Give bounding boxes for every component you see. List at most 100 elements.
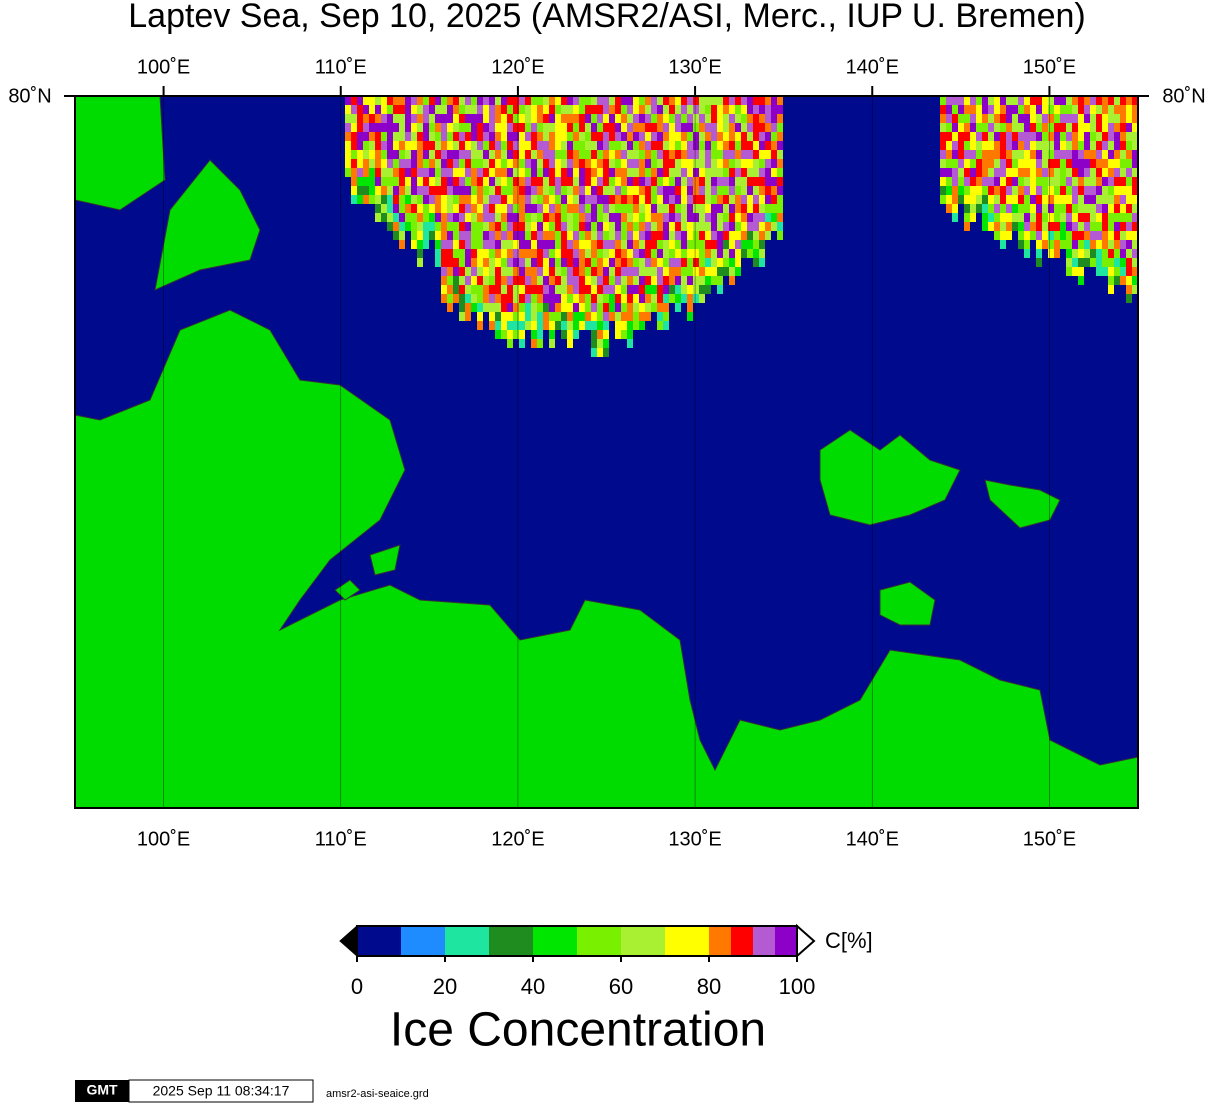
ice-cell xyxy=(976,150,982,159)
ice-cell xyxy=(555,123,561,132)
ice-cell xyxy=(549,294,555,303)
ice-cell xyxy=(477,195,483,204)
ice-cell xyxy=(723,168,729,177)
ice-cell xyxy=(615,96,621,105)
ice-cell xyxy=(952,105,958,114)
ice-cell xyxy=(561,114,567,123)
ice-cell xyxy=(1036,249,1042,258)
ice-cell xyxy=(615,105,621,114)
ice-cell xyxy=(1042,123,1048,132)
ice-cell xyxy=(1042,114,1048,123)
ice-cell xyxy=(405,222,411,231)
ice-cell xyxy=(555,150,561,159)
ice-cell xyxy=(495,96,501,105)
ice-cell xyxy=(777,177,783,186)
ice-cell xyxy=(1030,168,1036,177)
ice-cell xyxy=(1036,240,1042,249)
ice-cell xyxy=(393,132,399,141)
ice-cell xyxy=(1030,186,1036,195)
ice-cell xyxy=(759,186,765,195)
ice-cell xyxy=(363,132,369,141)
ice-cell xyxy=(663,285,669,294)
ice-cell xyxy=(369,132,375,141)
ice-cell xyxy=(1084,96,1090,105)
ice-cell xyxy=(489,294,495,303)
ice-cell xyxy=(1060,213,1066,222)
ice-cell xyxy=(1108,267,1114,276)
ice-cell xyxy=(1090,132,1096,141)
ice-cell xyxy=(994,222,1000,231)
ice-cell xyxy=(501,177,507,186)
ice-cell xyxy=(411,168,417,177)
ice-cell xyxy=(1048,168,1054,177)
ice-cell xyxy=(615,258,621,267)
ice-cell xyxy=(597,339,603,348)
ice-cell xyxy=(369,123,375,132)
ice-cell xyxy=(1090,240,1096,249)
ice-cell xyxy=(1048,123,1054,132)
ice-cell xyxy=(549,123,555,132)
ice-cell xyxy=(1000,195,1006,204)
ice-cell xyxy=(417,258,423,267)
ice-cell xyxy=(423,132,429,141)
ice-cell xyxy=(970,150,976,159)
ice-cell xyxy=(507,267,513,276)
ice-cell xyxy=(561,249,567,258)
ice-cell xyxy=(603,231,609,240)
ice-cell xyxy=(543,276,549,285)
ice-cell xyxy=(1084,168,1090,177)
ice-cell xyxy=(687,267,693,276)
ice-cell xyxy=(543,132,549,141)
ice-cell xyxy=(393,213,399,222)
ice-cell xyxy=(495,150,501,159)
ice-cell xyxy=(381,204,387,213)
ice-cell xyxy=(693,132,699,141)
ice-cell xyxy=(411,240,417,249)
ice-cell xyxy=(994,213,1000,222)
ice-cell xyxy=(693,177,699,186)
ice-cell xyxy=(633,177,639,186)
ice-cell xyxy=(549,222,555,231)
ice-cell xyxy=(537,105,543,114)
ice-cell xyxy=(681,285,687,294)
graticule xyxy=(162,86,1051,808)
ice-cell xyxy=(489,177,495,186)
ice-cell xyxy=(1030,159,1036,168)
ice-cell xyxy=(693,294,699,303)
ice-cell xyxy=(441,267,447,276)
ice-cell xyxy=(681,123,687,132)
ice-cell xyxy=(507,168,513,177)
ice-cell xyxy=(507,240,513,249)
ice-cell xyxy=(1066,159,1072,168)
ice-cell xyxy=(747,249,753,258)
ice-cell xyxy=(1084,150,1090,159)
ice-cell xyxy=(735,240,741,249)
ice-cell xyxy=(753,240,759,249)
ice-cell xyxy=(621,213,627,222)
ice-cell xyxy=(970,132,976,141)
ice-cell xyxy=(687,276,693,285)
ice-cell xyxy=(747,177,753,186)
ice-cell xyxy=(423,195,429,204)
ice-cell xyxy=(1036,159,1042,168)
ice-cell xyxy=(705,123,711,132)
ice-cell xyxy=(693,204,699,213)
ice-cell xyxy=(429,195,435,204)
ice-cell xyxy=(735,249,741,258)
ice-cell xyxy=(477,276,483,285)
ice-cell xyxy=(645,114,651,123)
ice-cell xyxy=(1036,114,1042,123)
ice-cell xyxy=(477,303,483,312)
ice-cell xyxy=(531,105,537,114)
ice-cell xyxy=(543,213,549,222)
ice-cell xyxy=(477,204,483,213)
ice-cell xyxy=(657,231,663,240)
ice-cell xyxy=(1066,168,1072,177)
ice-cell xyxy=(1060,150,1066,159)
ice-cell xyxy=(651,249,657,258)
ice-cell xyxy=(573,105,579,114)
ice-cell xyxy=(1066,123,1072,132)
ice-cell xyxy=(411,195,417,204)
ice-cell xyxy=(1036,141,1042,150)
ice-cell xyxy=(519,267,525,276)
